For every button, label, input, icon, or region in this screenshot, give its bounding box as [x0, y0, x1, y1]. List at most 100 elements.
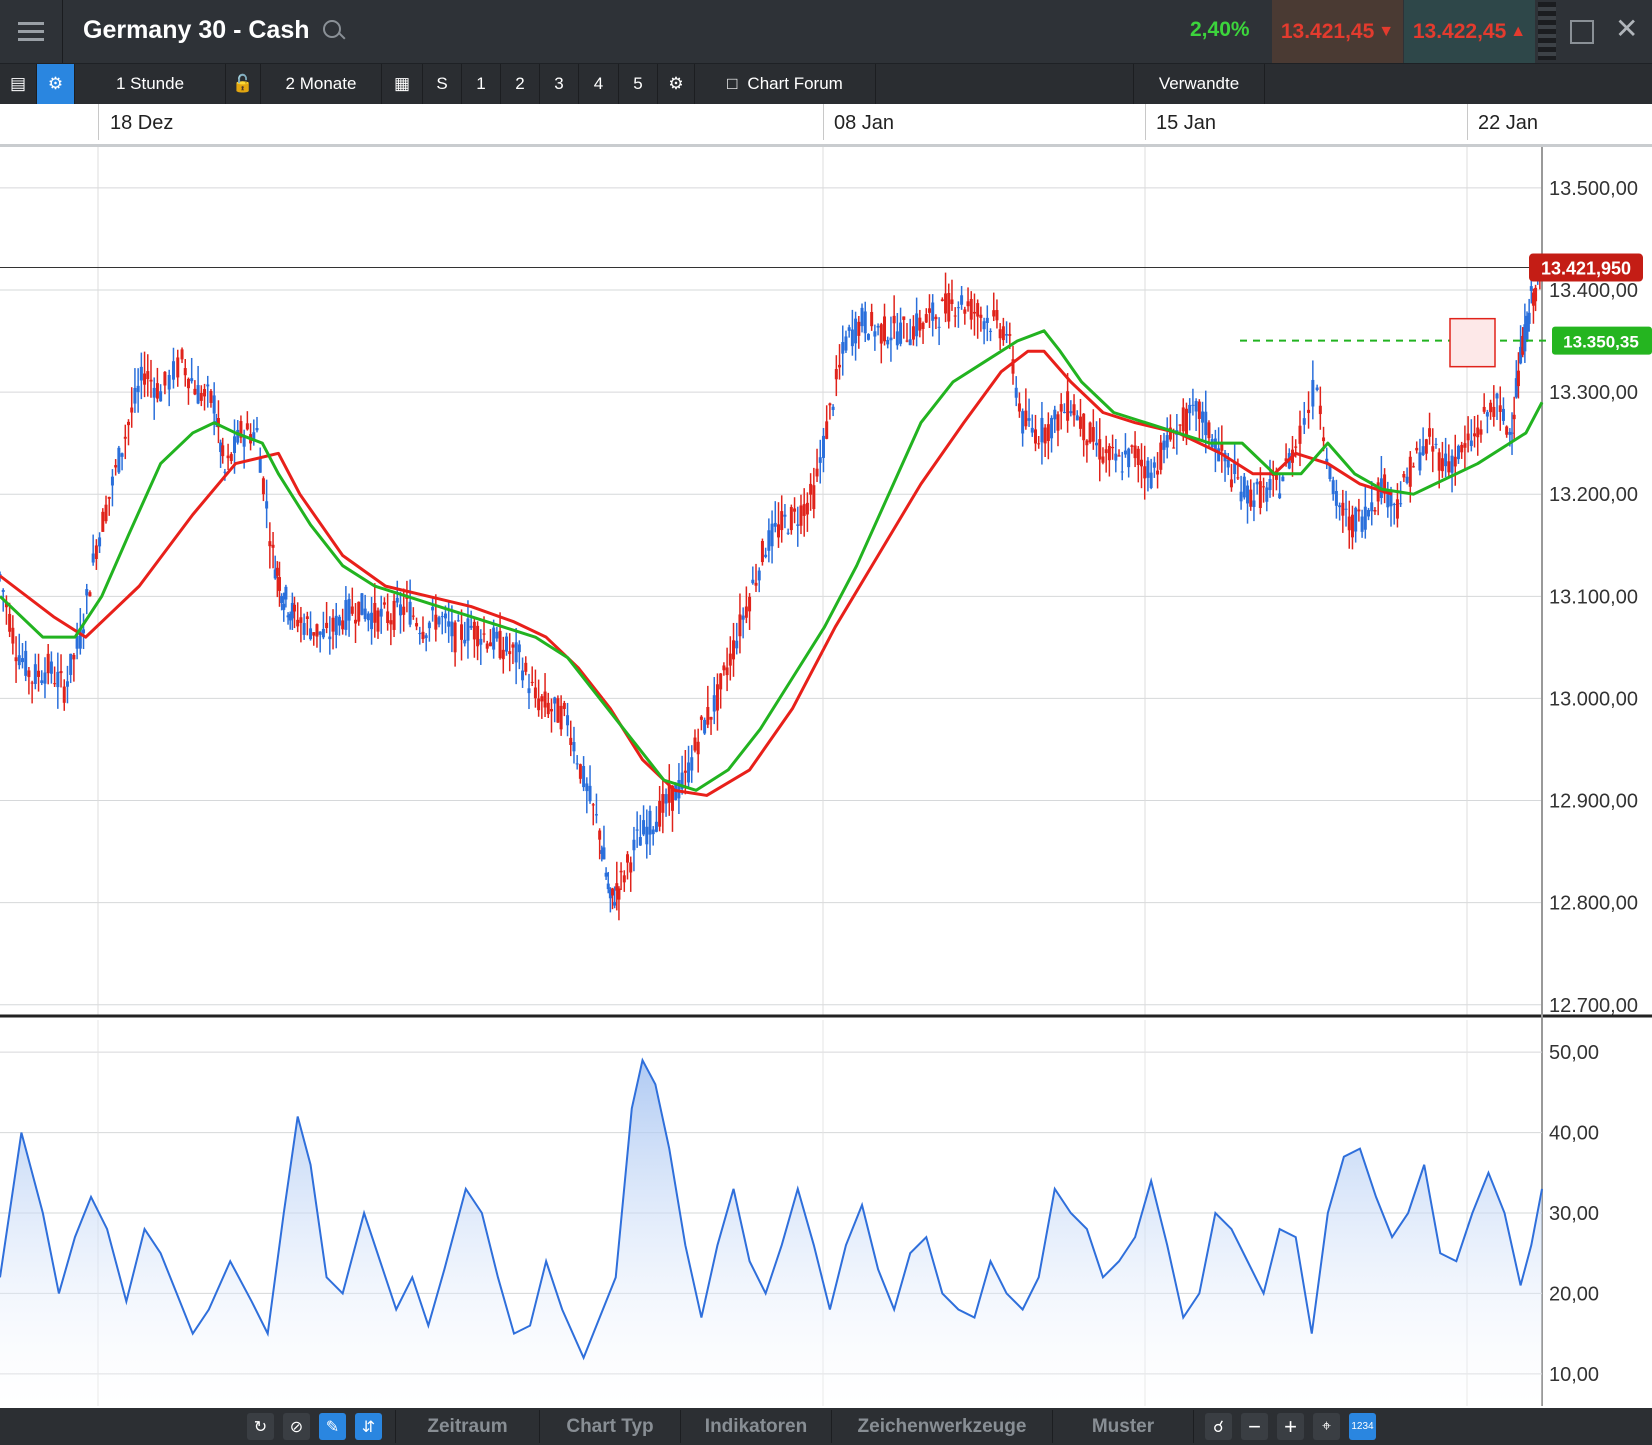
candle-body [1262, 486, 1266, 488]
candle-body [613, 901, 617, 906]
zoom-out-icon[interactable]: − [1241, 1413, 1268, 1440]
candle-body [1485, 412, 1489, 417]
zoom-icon[interactable]: ☌ [1205, 1413, 1232, 1440]
candle-body [1469, 440, 1473, 447]
lock-icon[interactable]: 🔓 [226, 64, 261, 104]
candle-body [1510, 432, 1514, 434]
candle-body [1008, 334, 1012, 336]
settings-icon[interactable]: ⚙ [37, 64, 75, 104]
candle-body [1127, 448, 1131, 468]
list-icon[interactable]: ▤ [0, 64, 37, 104]
candle-body [69, 653, 73, 675]
draw-icon[interactable]: ✎ [319, 1413, 346, 1440]
buy-price: 13.422,45 [1412, 19, 1507, 43]
sort-icon[interactable]: ⇵ [355, 1413, 382, 1440]
candle-body [1101, 456, 1105, 463]
candle-body [370, 612, 374, 630]
chart-forum-label: Chart Forum [747, 74, 843, 93]
candle-body [735, 640, 739, 649]
refresh-icon[interactable]: ↻ [247, 1413, 274, 1440]
candle-body [1463, 443, 1467, 448]
candle-body [1431, 446, 1435, 452]
indicator-area [0, 1060, 1542, 1406]
price-tick-label: 12.700,00 [1549, 995, 1638, 1017]
candle-body [273, 569, 277, 579]
candle-body [770, 523, 774, 547]
detach-icon[interactable] [1570, 20, 1594, 44]
candle-body [325, 622, 329, 629]
candle-body [1181, 407, 1185, 432]
candle-body [1258, 481, 1262, 508]
calendar-icon[interactable]: ▦ [382, 64, 423, 104]
range-label: 2 Monate [285, 74, 357, 93]
candle-body [65, 681, 69, 687]
candle-body [940, 299, 944, 301]
candle-body [1194, 401, 1198, 412]
candle-body [530, 681, 534, 684]
clear-icon[interactable]: ⊘ [283, 1413, 310, 1440]
preset-5[interactable]: 5 [619, 64, 658, 104]
preset-1[interactable]: 1 [462, 64, 501, 104]
menu-icon[interactable] [0, 0, 63, 63]
drag-handle[interactable] [1538, 2, 1556, 60]
preset-4[interactable]: 4 [579, 64, 619, 104]
muster-button[interactable]: Muster [1052, 1410, 1194, 1443]
candle-body [395, 597, 399, 603]
chart-typ-button[interactable]: Chart Typ [539, 1410, 680, 1443]
candle-body [886, 339, 890, 345]
preset-3[interactable]: 3 [540, 64, 579, 104]
candle-body [934, 316, 938, 320]
candle-body [402, 606, 406, 615]
candle-body [1136, 448, 1140, 465]
zoom-in-icon[interactable]: + [1277, 1413, 1304, 1440]
candle-body [415, 623, 419, 627]
zeichenwerkzeuge-button[interactable]: Zeichenwerkzeuge [831, 1410, 1052, 1443]
interval-label: 1 Stunde [115, 74, 185, 93]
candle-body [1111, 446, 1115, 449]
candle-body [728, 653, 732, 666]
range-select[interactable]: 2 Monate [261, 64, 382, 104]
indikatoren-button[interactable]: Indikatoren [680, 1410, 831, 1443]
candle-body [709, 716, 713, 720]
candle-body [206, 384, 210, 387]
buy-price-button[interactable]: 13.422,45 ▲ [1404, 0, 1535, 63]
candle-body [199, 392, 203, 401]
gear-icon[interactable]: ⚙ [658, 64, 695, 104]
chart-forum-button[interactable]: □ Chart Forum [695, 64, 876, 104]
zeitraum-button[interactable]: Zeitraum [395, 1410, 539, 1443]
preset-s[interactable]: S [423, 64, 462, 104]
candle-body [1389, 489, 1393, 507]
candle-body [725, 667, 729, 676]
candle-body [873, 331, 877, 337]
candle-body [186, 378, 190, 389]
candle-body [1066, 391, 1070, 421]
candle-body [183, 368, 187, 376]
candle-body [1498, 405, 1502, 412]
candle-body [540, 696, 544, 702]
candle-body [664, 794, 668, 804]
candle-body [566, 715, 570, 726]
search-icon[interactable] [323, 20, 341, 38]
candle-body [152, 387, 156, 398]
candle-body [127, 421, 130, 426]
candle-body [658, 800, 662, 827]
candle-body [1534, 287, 1538, 302]
candle-body [1395, 499, 1399, 519]
indicator-tick-label: 40,00 [1549, 1123, 1599, 1145]
related-button[interactable]: Verwandte [1133, 64, 1265, 104]
crosshair-icon[interactable]: ⌖ [1313, 1413, 1340, 1440]
sell-price-button[interactable]: 13.421,45 ▼ [1272, 0, 1403, 63]
candle-body [46, 653, 50, 674]
candle-body [14, 657, 18, 662]
numbers-icon[interactable]: 1234 [1349, 1413, 1376, 1440]
candle-body [290, 602, 294, 619]
candle-body [748, 596, 752, 612]
preset-2[interactable]: 2 [501, 64, 540, 104]
candle-body [354, 619, 358, 624]
candle-body [460, 624, 464, 640]
interval-select[interactable]: 1 Stunde [75, 64, 226, 104]
close-icon[interactable]: ✕ [1615, 13, 1639, 44]
candle-body [963, 309, 967, 314]
price-tick-label: 13.000,00 [1549, 688, 1638, 710]
